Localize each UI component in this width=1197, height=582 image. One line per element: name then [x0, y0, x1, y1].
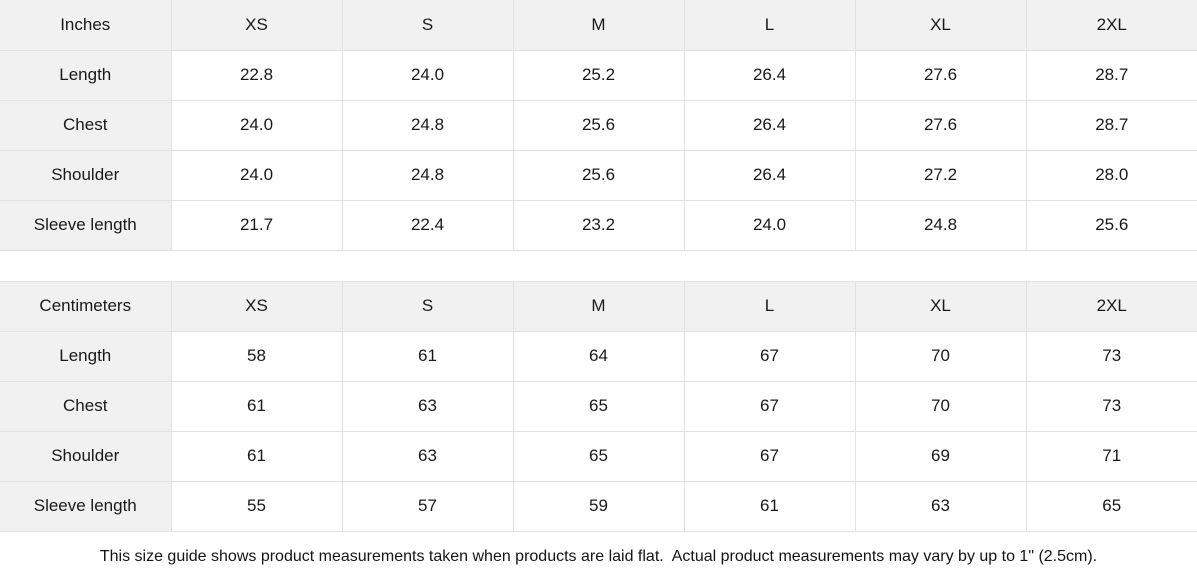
unit-header-inches: Inches: [0, 0, 172, 51]
measurement-cell: 58: [170, 330, 343, 382]
table-row: Chest 24.0 24.8 25.6 26.4 27.6 28.7: [0, 99, 1197, 151]
measurement-cell: 67: [683, 380, 856, 432]
measurement-cell: 67: [683, 430, 856, 482]
row-label-chest: Chest: [0, 380, 172, 432]
row-label-chest: Chest: [0, 99, 172, 151]
measurement-cell: 73: [1025, 380, 1197, 432]
size-guide-note: This size guide shows product measuremen…: [0, 531, 1197, 582]
table-row: Length 22.8 24.0 25.2 26.4 27.6 28.7: [0, 49, 1197, 101]
measurement-cell: 24.8: [854, 199, 1027, 251]
size-column-header-s: S: [341, 0, 514, 51]
row-label-length: Length: [0, 330, 172, 382]
inches-size-table: Inches XS S M L XL 2XL Length 22.8 24.0 …: [0, 0, 1197, 251]
table-row: Chest 61 63 65 67 70 73: [0, 380, 1197, 432]
measurement-cell: 71: [1025, 430, 1197, 482]
centimeters-header-row: Centimeters XS S M L XL 2XL: [0, 280, 1197, 332]
measurement-cell: 28.7: [1025, 99, 1197, 151]
measurement-cell: 22.8: [170, 49, 343, 101]
measurement-cell: 55: [170, 480, 343, 532]
measurement-cell: 27.2: [854, 149, 1027, 201]
measurement-cell: 27.6: [854, 99, 1027, 151]
measurement-cell: 22.4: [341, 199, 514, 251]
measurement-cell: 24.0: [170, 149, 343, 201]
size-column-header-xs: XS: [170, 0, 343, 51]
measurement-cell: 25.2: [512, 49, 685, 101]
measurement-cell: 26.4: [683, 149, 856, 201]
measurement-cell: 24.8: [341, 149, 514, 201]
measurement-cell: 69: [854, 430, 1027, 482]
inches-header-row: Inches XS S M L XL 2XL: [0, 0, 1197, 51]
section-spacer: [0, 250, 1197, 281]
table-row: Shoulder 24.0 24.8 25.6 26.4 27.2 28.0: [0, 149, 1197, 201]
measurement-cell: 24.0: [341, 49, 514, 101]
centimeters-size-table: Centimeters XS S M L XL 2XL Length 58 61…: [0, 280, 1197, 532]
measurement-cell: 61: [170, 430, 343, 482]
measurement-cell: 67: [683, 330, 856, 382]
measurement-cell: 27.6: [854, 49, 1027, 101]
size-column-header-s: S: [341, 280, 514, 332]
measurement-cell: 61: [170, 380, 343, 432]
measurement-cell: 63: [854, 480, 1027, 532]
size-column-header-xs: XS: [170, 280, 343, 332]
measurement-cell: 59: [512, 480, 685, 532]
measurement-cell: 61: [341, 330, 514, 382]
table-row: Sleeve length 55 57 59 61 63 65: [0, 480, 1197, 532]
size-column-header-2xl: 2XL: [1025, 0, 1197, 51]
measurement-cell: 65: [1025, 480, 1197, 532]
size-column-header-2xl: 2XL: [1025, 280, 1197, 332]
measurement-cell: 24.0: [170, 99, 343, 151]
table-row: Length 58 61 64 67 70 73: [0, 330, 1197, 382]
size-column-header-l: L: [683, 0, 856, 51]
measurement-cell: 25.6: [512, 99, 685, 151]
measurement-cell: 57: [341, 480, 514, 532]
measurement-cell: 26.4: [683, 99, 856, 151]
row-label-shoulder: Shoulder: [0, 149, 172, 201]
measurement-cell: 26.4: [683, 49, 856, 101]
measurement-cell: 28.7: [1025, 49, 1197, 101]
size-column-header-xl: XL: [854, 0, 1027, 51]
row-label-sleeve-length: Sleeve length: [0, 199, 172, 251]
measurement-cell: 73: [1025, 330, 1197, 382]
measurement-cell: 65: [512, 430, 685, 482]
measurement-cell: 63: [341, 430, 514, 482]
measurement-cell: 64: [512, 330, 685, 382]
table-row: Shoulder 61 63 65 67 69 71: [0, 430, 1197, 482]
measurement-cell: 25.6: [1025, 199, 1197, 251]
measurement-cell: 21.7: [170, 199, 343, 251]
size-column-header-m: M: [512, 0, 685, 51]
size-column-header-m: M: [512, 280, 685, 332]
measurement-cell: 70: [854, 380, 1027, 432]
measurement-cell: 25.6: [512, 149, 685, 201]
measurement-cell: 65: [512, 380, 685, 432]
measurement-cell: 24.8: [341, 99, 514, 151]
table-row: Sleeve length 21.7 22.4 23.2 24.0 24.8 2…: [0, 199, 1197, 251]
size-column-header-l: L: [683, 280, 856, 332]
measurement-cell: 63: [341, 380, 514, 432]
size-column-header-xl: XL: [854, 280, 1027, 332]
unit-header-centimeters: Centimeters: [0, 280, 172, 332]
row-label-shoulder: Shoulder: [0, 430, 172, 482]
row-label-sleeve-length: Sleeve length: [0, 480, 172, 532]
measurement-cell: 70: [854, 330, 1027, 382]
measurement-cell: 23.2: [512, 199, 685, 251]
measurement-cell: 61: [683, 480, 856, 532]
row-label-length: Length: [0, 49, 172, 101]
measurement-cell: 24.0: [683, 199, 856, 251]
measurement-cell: 28.0: [1025, 149, 1197, 201]
